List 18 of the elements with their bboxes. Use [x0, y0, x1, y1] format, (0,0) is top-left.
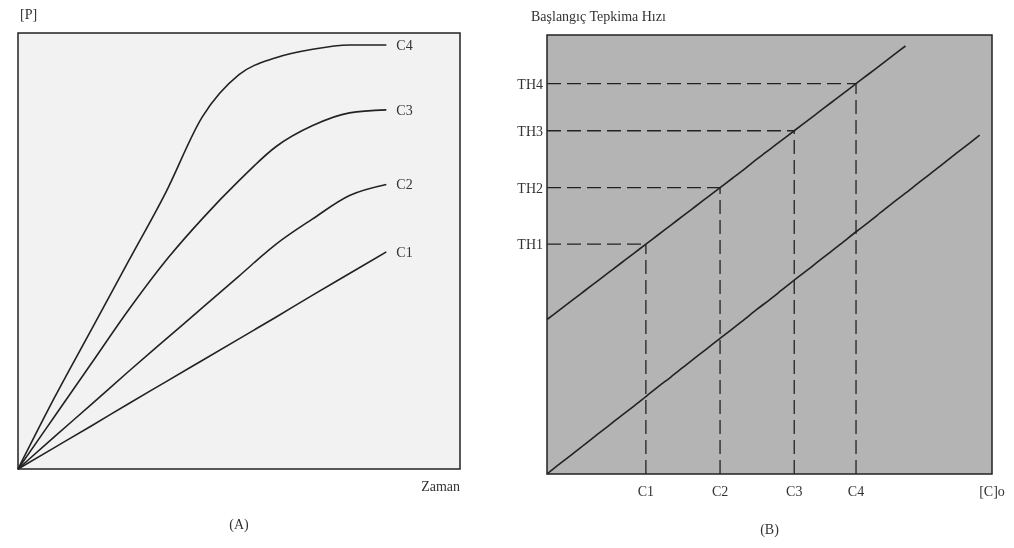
y-axis-title: [P] — [20, 7, 38, 22]
text: (B) — [760, 522, 780, 538]
x-axis-title: Zaman — [421, 479, 460, 494]
x-axis-title: [C]o — [979, 484, 1005, 499]
series-label: C1 — [396, 244, 413, 260]
x-tick-label: C1 — [637, 484, 655, 499]
series-label: C2 — [396, 177, 413, 193]
series-label: C4 — [396, 38, 413, 53]
ref-line-label: TH4 — [517, 76, 543, 92]
x-tick-label: C3 — [786, 484, 803, 499]
x-tick-label: C2 — [711, 484, 729, 499]
ref-line-label: TH1 — [517, 237, 543, 253]
series-label: C3 — [396, 102, 413, 118]
text: (A) — [229, 517, 250, 533]
x-tick-label: C4 — [847, 484, 865, 499]
ref-line-label: TH2 — [517, 180, 543, 196]
y-axis-title: Başlangıç Tepkima Hızı — [531, 9, 666, 24]
ref-line-label: TH3 — [517, 123, 543, 139]
